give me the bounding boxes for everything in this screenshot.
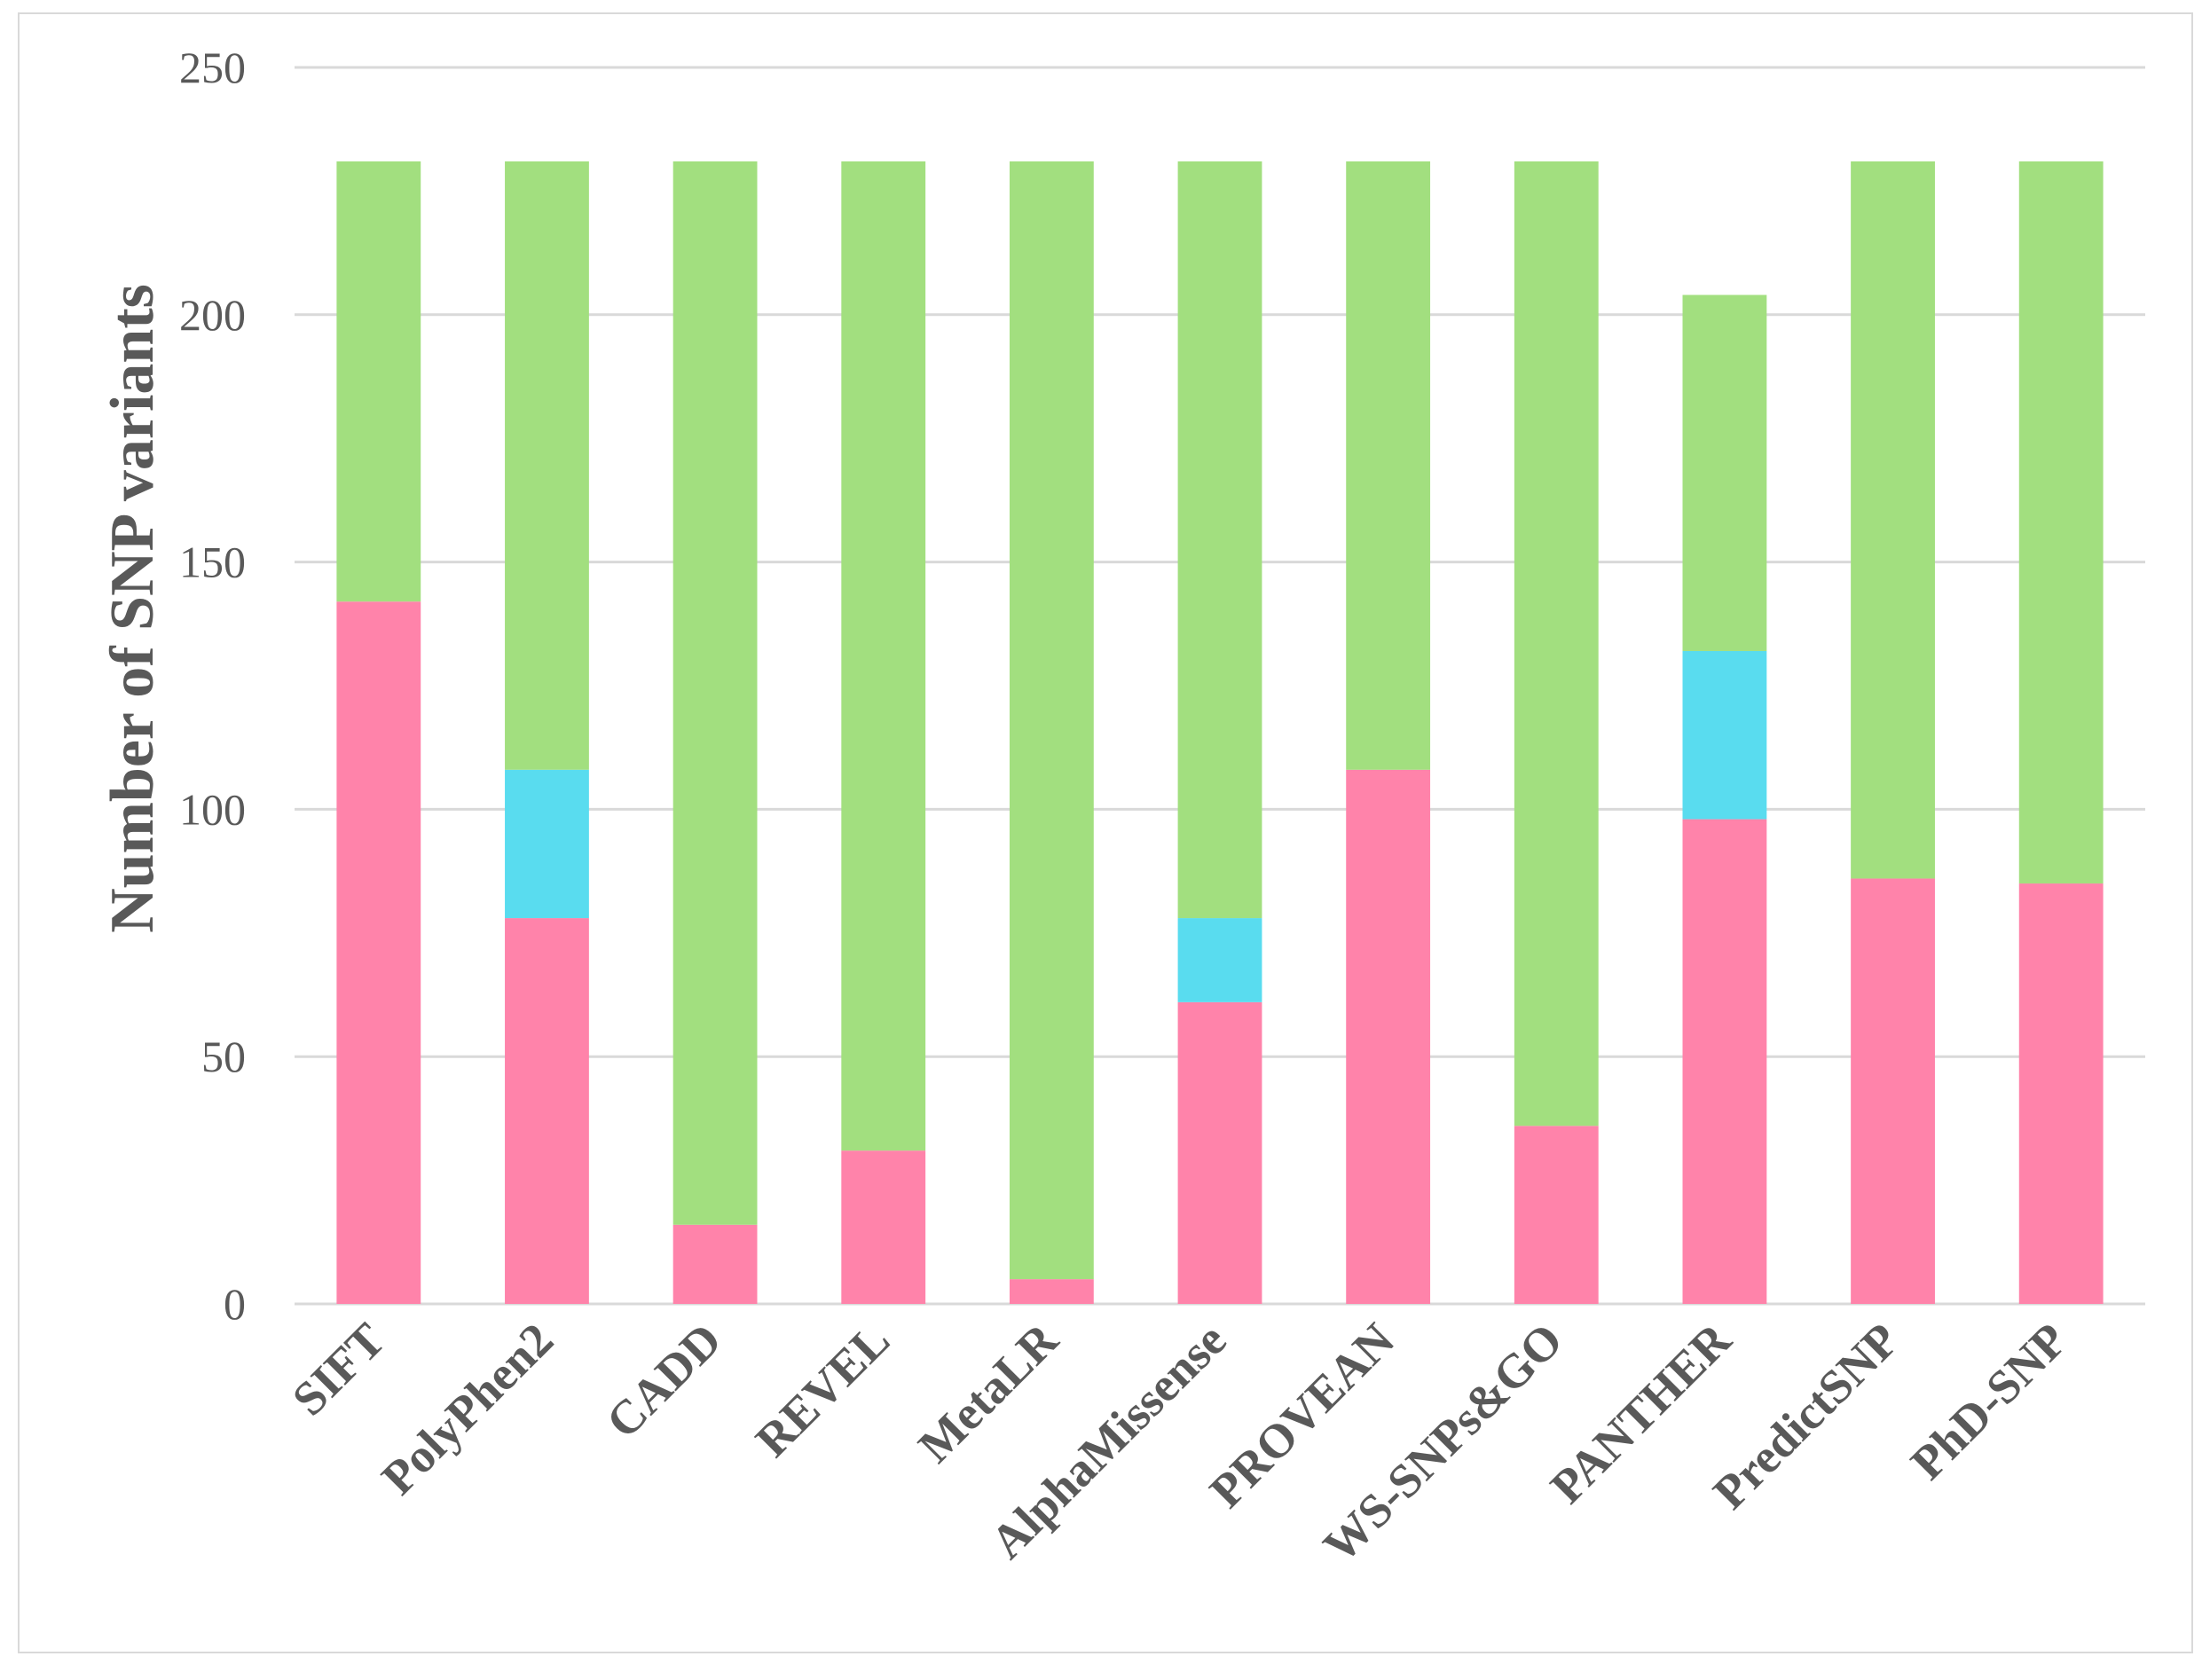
bar-segment-alphamissense-s3 <box>1177 161 1262 919</box>
y-tick-label: 250 <box>179 43 246 92</box>
x-category-label: REVEL <box>745 1313 900 1467</box>
bar-segment-polyphen2-s2 <box>505 769 589 919</box>
bar-segment-panther-s1 <box>1682 819 1767 1304</box>
y-tick-label: 100 <box>179 784 246 834</box>
bar-segment-metalr-s1 <box>1009 1279 1094 1304</box>
bar-segment-cadd-s3 <box>672 161 758 1225</box>
bar-segment-panther-s2 <box>1682 650 1767 820</box>
x-category-label: SIFT <box>282 1313 395 1425</box>
bar-segment-ws-snps-go-s1 <box>1514 1126 1599 1304</box>
x-category-label: CADD <box>596 1313 732 1448</box>
bar-segment-revel-s1 <box>841 1150 926 1304</box>
bar-segment-alphamissense-s1 <box>1177 1001 1262 1304</box>
chart-frame: 0 50 100 150 200 250 SIFT PolyPhen2 CADD REVEL Me… <box>18 12 2193 1653</box>
y-tick-label: 0 <box>224 1279 246 1329</box>
y-tick-label: 50 <box>201 1032 246 1081</box>
bar-segment-polyphen2-s3 <box>505 161 589 770</box>
y-tick-label: 150 <box>179 538 246 587</box>
bar-segment-polyphen2-s1 <box>505 918 589 1304</box>
bar-segment-predictsnp-s1 <box>1851 878 1935 1304</box>
bar-segment-sift-s1 <box>336 601 421 1304</box>
y-tick-labels: 0 50 100 150 200 250 <box>179 43 246 1329</box>
bar-segment-phd-snp-s1 <box>2018 883 2104 1304</box>
y-tick-label: 200 <box>179 290 246 340</box>
bar-segment-provean-s3 <box>1346 161 1431 770</box>
bar-segment-ws-snps-go-s3 <box>1514 161 1599 1127</box>
bars <box>336 161 2104 1304</box>
x-category-label: PhD-SNP <box>1900 1313 2077 1489</box>
x-category-label: MetaLR <box>908 1312 1069 1472</box>
bar-segment-provean-s1 <box>1346 769 1431 1304</box>
bar-segment-metalr-s3 <box>1009 161 1094 1280</box>
bar-segment-sift-s3 <box>336 161 421 602</box>
x-category-label: PolyPhen2 <box>372 1313 563 1504</box>
bar-segment-phd-snp-s3 <box>2018 161 2104 884</box>
bar-segment-cadd-s1 <box>672 1224 758 1304</box>
bar-segment-predictsnp-s3 <box>1851 161 1935 879</box>
bar-segment-panther-s3 <box>1682 294 1767 651</box>
bar-segment-alphamissense-s2 <box>1177 918 1262 1002</box>
bar-segment-revel-s3 <box>841 161 926 1151</box>
y-axis-title: Number of SNP variants <box>98 284 167 933</box>
